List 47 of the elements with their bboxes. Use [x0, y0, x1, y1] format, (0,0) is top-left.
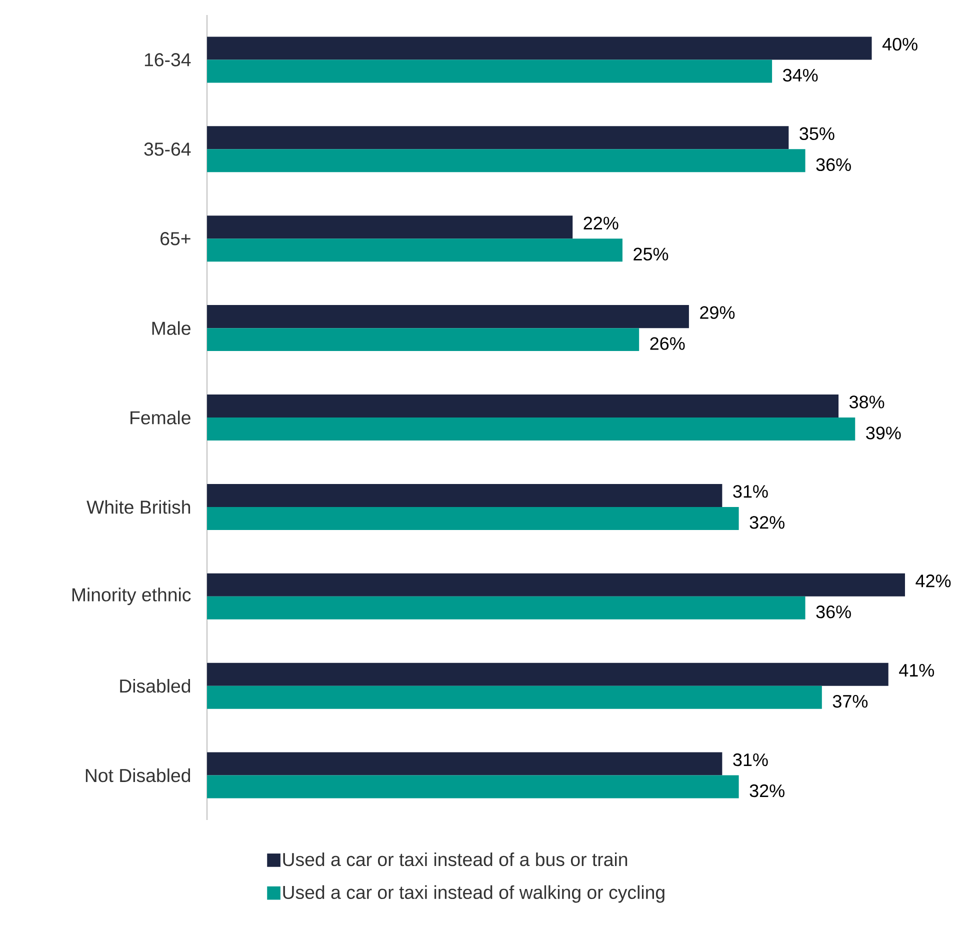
data-label: 29%	[700, 306, 735, 319]
data-label: 40%	[882, 38, 918, 51]
bar	[207, 60, 772, 83]
bar	[207, 484, 722, 507]
bar	[207, 149, 806, 172]
bar	[207, 305, 689, 328]
y-tick-label: White British	[86, 500, 190, 514]
y-tick-label: Minority ethnic	[72, 588, 191, 606]
data-label: 35%	[800, 127, 834, 140]
y-tick-label: Disabled	[120, 678, 190, 693]
data-label: 26%	[650, 337, 685, 350]
data-label: 25%	[634, 248, 668, 260]
bar	[207, 238, 622, 262]
data-label: 34%	[783, 68, 818, 82]
data-label: 31%	[733, 485, 768, 498]
y-tick-label: 16-34	[144, 53, 191, 66]
bar	[207, 686, 822, 709]
data-label: 39%	[866, 426, 901, 440]
bar	[207, 662, 888, 686]
bar	[207, 126, 789, 150]
bar	[207, 216, 573, 239]
data-label: 41%	[899, 664, 934, 677]
legend-label: Used a car or taxi instead of a bus or train	[283, 852, 628, 866]
data-label: 32%	[750, 516, 784, 529]
bar	[207, 775, 739, 798]
bar	[207, 596, 806, 620]
y-tick-label: Not Disabled	[86, 768, 190, 782]
data-label: 37%	[832, 694, 868, 708]
data-label: 38%	[849, 396, 884, 408]
bar	[207, 506, 739, 530]
bar	[207, 418, 856, 441]
bar	[207, 394, 839, 418]
y-tick-label: Male	[152, 321, 190, 335]
y-tick-label: Female	[130, 410, 190, 424]
y-tick-label: 35-64	[144, 142, 191, 156]
legend-label: Used a car or taxi instead of walking or cycling	[283, 885, 664, 903]
bar	[207, 328, 640, 352]
data-label: 32%	[750, 784, 784, 798]
bar	[207, 752, 722, 776]
data-label: 31%	[733, 753, 768, 766]
y-tick-label: 65+	[160, 232, 190, 246]
bar	[207, 573, 905, 596]
data-label: 42%	[916, 574, 951, 588]
data-label: 36%	[816, 606, 851, 618]
data-label: 22%	[584, 216, 618, 230]
data-label: 36%	[816, 158, 851, 172]
bar	[207, 36, 872, 60]
